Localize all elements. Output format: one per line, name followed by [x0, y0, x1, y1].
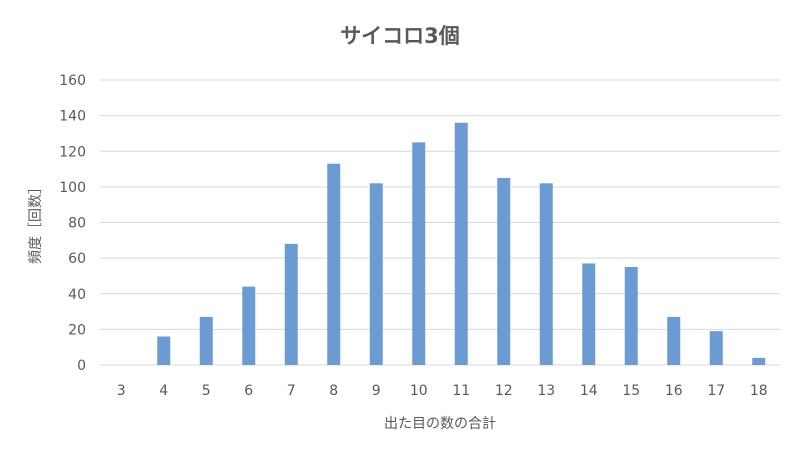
- bar-9: [369, 183, 383, 365]
- bar-14: [582, 263, 596, 365]
- bar-10: [412, 142, 426, 365]
- bar-16: [667, 316, 681, 365]
- bar-18: [752, 357, 766, 365]
- y-tick-label: 120: [59, 144, 86, 160]
- x-tick-label: 5: [202, 383, 211, 399]
- y-tick-labels: 0 20 40 60 80 100 120 140 160: [59, 73, 86, 374]
- chart-title: サイコロ3個: [340, 24, 460, 48]
- y-tick-label: 20: [68, 322, 86, 338]
- bars: [157, 122, 766, 365]
- x-tick-label: 12: [495, 383, 513, 399]
- x-tick-label: 14: [580, 383, 598, 399]
- y-tick-label: 160: [59, 73, 86, 89]
- y-axis-label: 頻度［回数］: [28, 180, 44, 264]
- y-tick-label: 40: [68, 287, 86, 303]
- bar-8: [327, 163, 341, 365]
- x-tick-label: 7: [287, 383, 296, 399]
- x-tick-label: 10: [410, 383, 428, 399]
- gridlines: [100, 79, 780, 366]
- x-tick-label: 6: [244, 383, 253, 399]
- x-tick-label: 16: [665, 383, 683, 399]
- bar-5: [199, 316, 213, 365]
- x-tick-label: 9: [372, 383, 381, 399]
- y-tick-label: 140: [59, 109, 86, 125]
- x-tick-label: 8: [329, 383, 338, 399]
- y-tick-label: 60: [68, 251, 86, 267]
- bar-17: [709, 331, 723, 365]
- bar-4: [157, 336, 171, 365]
- x-axis-label: 出た目の数の合計: [384, 416, 496, 432]
- x-tick-label: 15: [622, 383, 640, 399]
- x-tick-label: 13: [537, 383, 555, 399]
- x-tick-label: 4: [159, 383, 168, 399]
- x-tick-labels: 3 4 5 6 7 8 9 10 11 12 13 14 15 16 17 18: [117, 383, 768, 399]
- bar-7: [284, 243, 298, 365]
- x-tick-label: 11: [452, 383, 470, 399]
- bar-15: [624, 267, 638, 365]
- bar-6: [242, 286, 256, 365]
- bar-12: [497, 177, 511, 365]
- x-tick-label: 18: [750, 383, 768, 399]
- bar-11: [454, 122, 468, 365]
- x-tick-label: 17: [707, 383, 725, 399]
- y-tick-label: 80: [68, 216, 86, 232]
- y-tick-label: 100: [59, 180, 86, 196]
- bar-13: [539, 183, 553, 365]
- y-tick-label: 0: [77, 358, 86, 374]
- x-tick-label: 3: [117, 383, 126, 399]
